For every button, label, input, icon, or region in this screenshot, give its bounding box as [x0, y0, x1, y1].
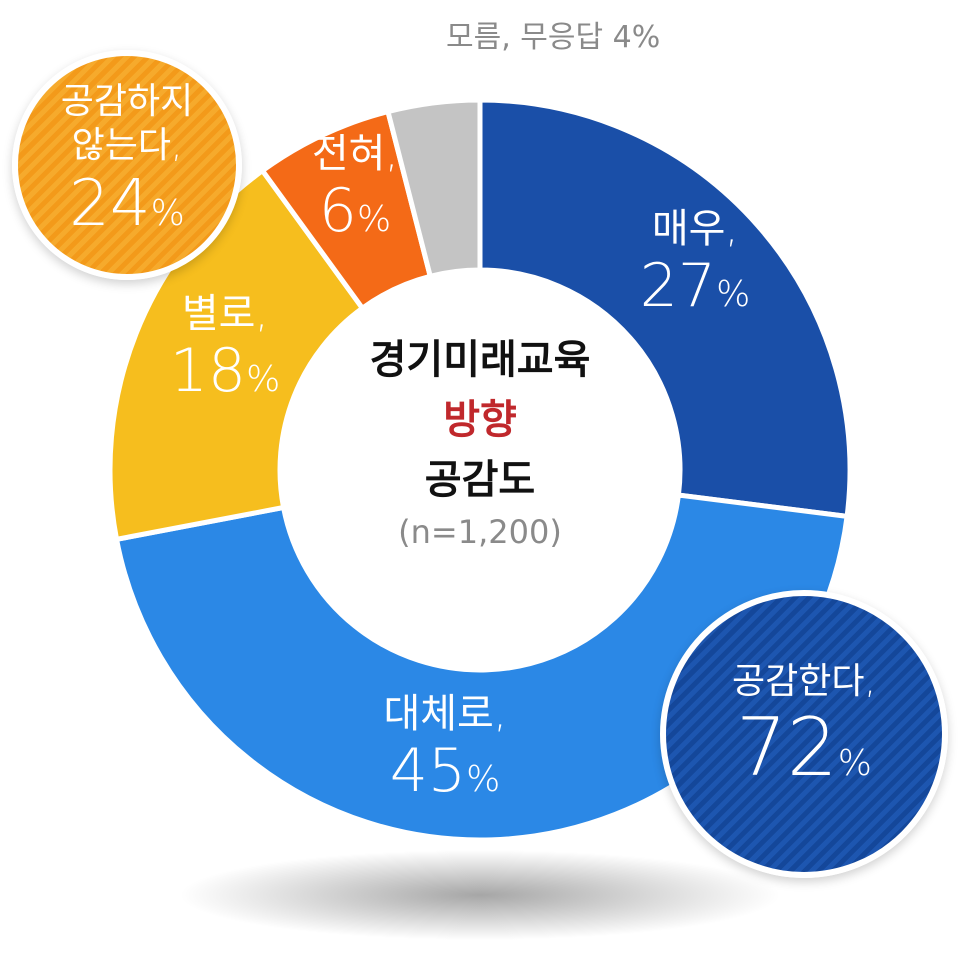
label-notmuch-name: 별로, [181, 291, 269, 337]
label-mostly-value: 45% [389, 736, 501, 806]
bubble-disagree-line1: 공감하지 [60, 81, 194, 122]
label-very-value: 27% [639, 251, 751, 321]
chart-shadow [180, 850, 780, 940]
label-dontknow: 모름, 무응답 4% [446, 20, 661, 55]
center-sample-size: (n=1,200) [398, 513, 562, 551]
center-title: 경기미래교육 방향 공감도 (n=1,200) [290, 330, 670, 554]
bubble-disagree-value: 24% [69, 167, 185, 241]
center-title-line2: 방향 [443, 397, 517, 443]
bubble-agree: 공감한다, 72% [660, 590, 948, 878]
label-notatall-name: 전혀, [311, 131, 399, 177]
label-notatall: 전혀, 6% [295, 130, 415, 253]
bubble-disagree-line2: 않는다, [71, 125, 183, 166]
label-mostly-name: 대체로, [383, 691, 507, 737]
label-very: 매우, 27% [610, 205, 780, 328]
center-title-line3: 공감도 [424, 457, 536, 503]
center-title-line1: 경기미래교육 [369, 337, 591, 383]
label-notmuch: 별로, 18% [140, 290, 310, 413]
bubble-agree-value: 72% [735, 701, 872, 794]
label-notatall-value: 6% [318, 176, 392, 246]
bubble-agree-line1: 공감한다, [732, 661, 876, 702]
donut-hole [280, 270, 680, 670]
label-very-name: 매우, [651, 206, 739, 252]
label-mostly: 대체로, 45% [345, 690, 545, 813]
label-notmuch-value: 18% [169, 336, 281, 406]
bubble-disagree: 공감하지 않는다, 24% [12, 50, 242, 280]
